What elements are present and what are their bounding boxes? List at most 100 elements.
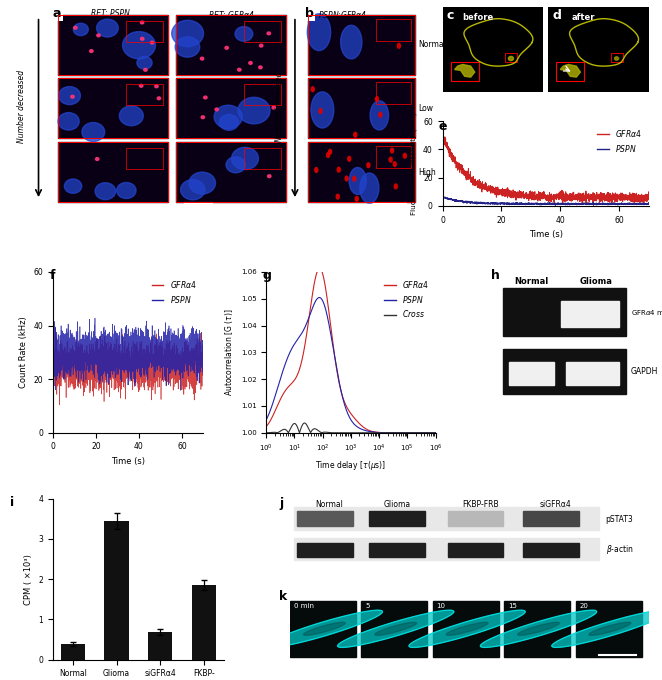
Polygon shape [518, 622, 559, 635]
Legend: $GFR\alpha4$, $PSPN$: $GFR\alpha4$, $PSPN$ [149, 276, 200, 307]
Circle shape [267, 175, 271, 177]
Text: Low: Low [418, 104, 434, 113]
Circle shape [328, 150, 332, 154]
Bar [308, 78, 414, 138]
Bar [502, 349, 626, 394]
Circle shape [326, 152, 330, 158]
Bar [375, 82, 411, 105]
Circle shape [71, 95, 74, 98]
Circle shape [201, 57, 204, 60]
Text: Normal: Normal [418, 40, 446, 49]
Circle shape [89, 50, 93, 52]
Circle shape [64, 179, 81, 193]
Circle shape [238, 97, 270, 124]
Bar [126, 84, 163, 105]
Circle shape [150, 41, 154, 44]
Y-axis label: CPM ( ×10³): CPM ( ×10³) [24, 554, 33, 605]
Bar [561, 301, 619, 326]
Circle shape [341, 25, 362, 59]
Bar [244, 21, 281, 41]
Polygon shape [455, 65, 475, 77]
Bar [58, 78, 168, 138]
Bar [610, 54, 622, 62]
Circle shape [95, 183, 116, 200]
Circle shape [348, 156, 351, 161]
Text: PSPN:GFR$\alpha$4: PSPN:GFR$\alpha$4 [318, 9, 367, 20]
Circle shape [214, 105, 242, 129]
Circle shape [73, 27, 77, 29]
Circle shape [140, 21, 144, 24]
Circle shape [235, 27, 253, 41]
Circle shape [122, 32, 156, 58]
Bar [523, 543, 579, 557]
Bar [556, 62, 585, 80]
Bar [61, 645, 85, 660]
Text: 15: 15 [508, 603, 516, 609]
Circle shape [307, 14, 330, 50]
Circle shape [158, 97, 161, 100]
Bar [448, 511, 504, 526]
Bar [175, 78, 287, 138]
Bar [297, 543, 353, 557]
Bar [509, 362, 554, 384]
Text: 5: 5 [365, 603, 369, 609]
Circle shape [249, 62, 252, 65]
Polygon shape [551, 610, 662, 647]
Text: $\beta$-actin: $\beta$-actin [606, 543, 634, 556]
Text: g: g [263, 269, 271, 282]
Y-axis label: Autocorrelation [G ($\tau$)]: Autocorrelation [G ($\tau$)] [223, 309, 235, 396]
Text: Normal: Normal [316, 500, 344, 509]
Y-axis label: Fluorescence Intensity (kHz): Fluorescence Intensity (kHz) [411, 112, 418, 215]
Bar [575, 600, 641, 657]
Text: pSTAT3: pSTAT3 [606, 515, 634, 524]
Text: f: f [50, 269, 56, 282]
Bar [448, 543, 504, 557]
Legend: $GFR\alpha4$, $PSPN$, $Cross$: $GFR\alpha4$, $PSPN$, $Cross$ [381, 276, 432, 322]
Circle shape [181, 180, 205, 200]
Bar [504, 600, 570, 657]
Text: siGFRα4: siGFRα4 [540, 500, 571, 509]
Bar [105, 521, 128, 660]
Bar [369, 511, 424, 526]
Circle shape [311, 87, 314, 92]
Circle shape [403, 154, 406, 158]
Text: after: after [571, 13, 595, 22]
Polygon shape [338, 610, 454, 647]
Circle shape [391, 148, 394, 153]
Circle shape [508, 56, 514, 61]
Bar [451, 62, 479, 80]
Circle shape [259, 66, 262, 69]
Polygon shape [560, 65, 581, 77]
Circle shape [355, 197, 358, 201]
Text: Number increased: Number increased [275, 71, 284, 141]
Text: 20: 20 [579, 603, 588, 609]
Circle shape [215, 108, 218, 111]
Text: b: b [305, 7, 314, 20]
Text: Glioma: Glioma [580, 277, 612, 286]
Text: h: h [491, 269, 500, 282]
Bar [58, 142, 168, 202]
Circle shape [73, 23, 88, 35]
Text: c: c [447, 10, 454, 22]
Circle shape [219, 114, 238, 131]
Bar [175, 15, 287, 75]
Bar [505, 54, 517, 62]
Circle shape [370, 101, 389, 130]
Polygon shape [481, 610, 596, 647]
Circle shape [137, 56, 152, 69]
Bar [566, 362, 619, 384]
Circle shape [267, 32, 271, 35]
X-axis label: Time delay [$\tau$($\mu$s)]: Time delay [$\tau$($\mu$s)] [315, 460, 387, 473]
Polygon shape [375, 622, 416, 635]
Bar [175, 78, 287, 138]
Circle shape [144, 69, 147, 71]
Bar [244, 148, 281, 169]
Bar [126, 148, 163, 169]
Bar [308, 15, 414, 75]
Circle shape [367, 163, 370, 167]
Circle shape [336, 194, 339, 199]
Circle shape [140, 84, 143, 87]
X-axis label: Time (s): Time (s) [529, 231, 563, 239]
Bar [126, 21, 163, 41]
Circle shape [353, 176, 355, 181]
